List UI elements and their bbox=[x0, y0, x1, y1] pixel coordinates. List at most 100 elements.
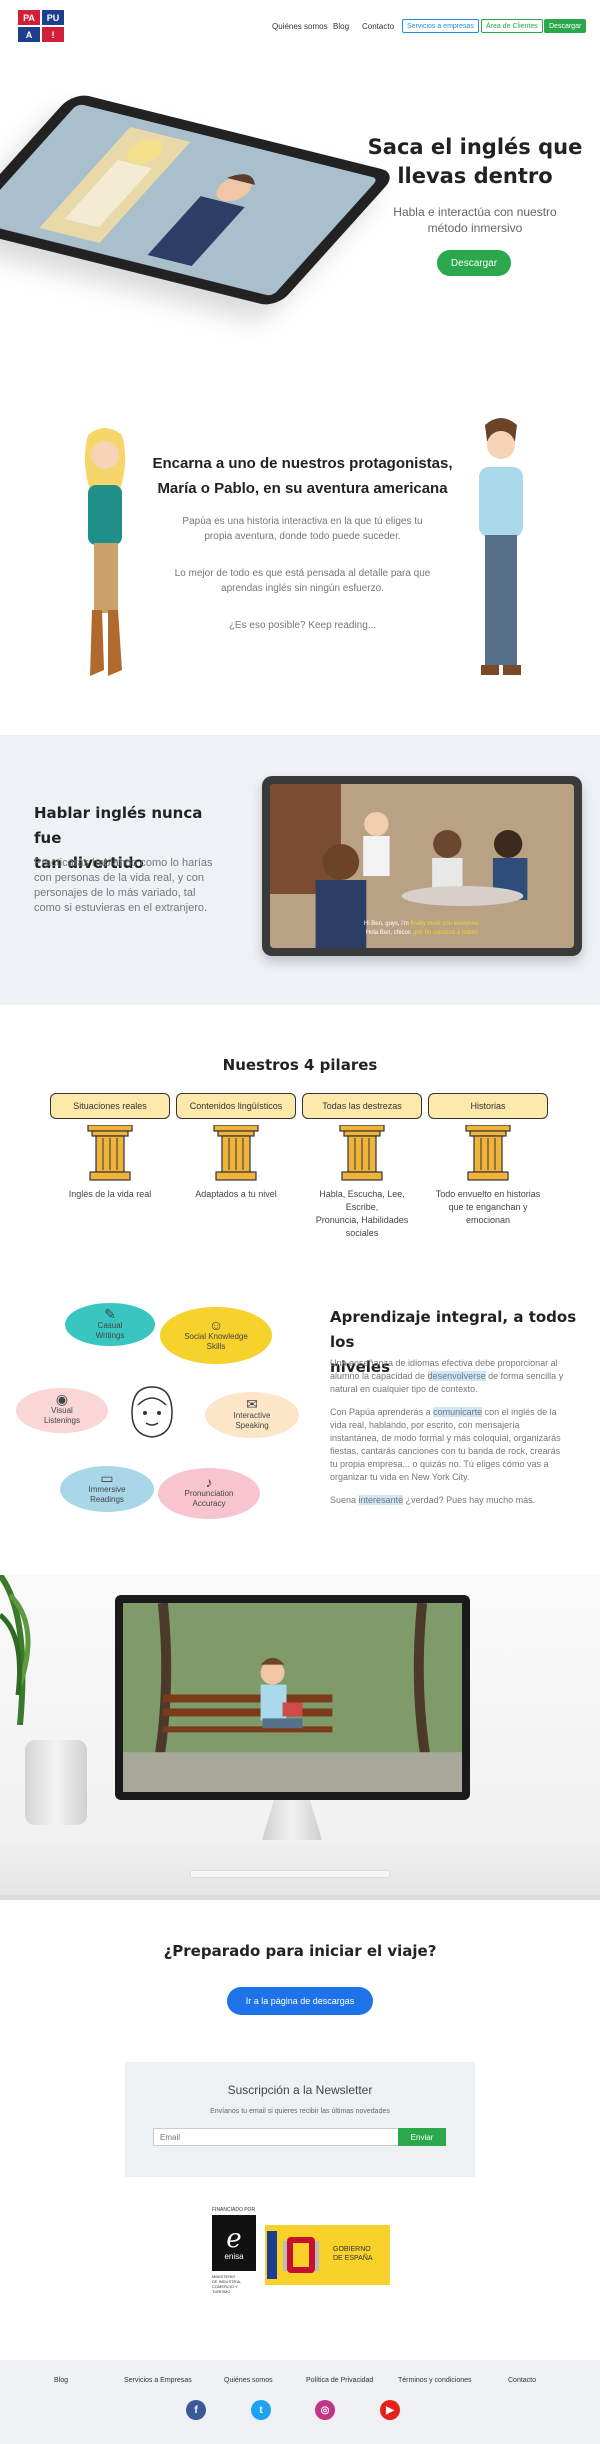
hero-subtitle-line: Habla e interactúa con nuestro bbox=[393, 205, 557, 219]
skill-bubble: ☺ Social Knowledge Skills bbox=[160, 1307, 272, 1365]
logo[interactable]: PA PU A ! bbox=[18, 10, 66, 42]
hero-title-line: Saca el inglés que bbox=[367, 135, 583, 159]
pillar-card[interactable]: Contenidos lingüísticos bbox=[176, 1093, 296, 1119]
fun-line: Practicarás hablando como lo harías bbox=[34, 857, 213, 869]
pillar-caption: Inglés de la vida real bbox=[50, 1188, 170, 1201]
pillar-caption: Adaptados a tu nivel bbox=[176, 1188, 296, 1201]
descargar-nav-button[interactable]: Descargar bbox=[544, 19, 587, 33]
pillar-card[interactable]: Todas las destrezas bbox=[302, 1093, 422, 1119]
integral-title: Aprendizaje integral, a todos los nivele… bbox=[330, 1305, 580, 1380]
column-icon bbox=[213, 1125, 259, 1181]
hero-subtitle: Habla e interactúa con nuestro método in… bbox=[370, 204, 580, 236]
story-keep-reading: ¿Es eso posible? Keep reading... bbox=[228, 620, 377, 631]
skill-bubble-label: Skills bbox=[206, 1341, 226, 1351]
integral-text: alumno la capacidad de bbox=[330, 1371, 426, 1381]
logo-block: ! bbox=[42, 27, 64, 42]
monitor-image bbox=[115, 1595, 470, 1800]
writing-icon: ✎ bbox=[104, 1305, 116, 1322]
integral-line: tu propia empresa... o quizás no. Tú eli… bbox=[330, 1459, 549, 1469]
desk-surface bbox=[0, 1895, 600, 1900]
skill-bubble: ◉ Visual Listenings bbox=[16, 1388, 108, 1433]
subtitle-highlight: finally meet you everyone. bbox=[410, 921, 481, 927]
hero-tablet-image bbox=[0, 92, 398, 308]
fun-title: Hablar inglés nunca fue tan divertido bbox=[34, 801, 234, 876]
newsletter-submit-button[interactable]: Enviar bbox=[398, 2128, 446, 2146]
pillar-caption-line: sociales bbox=[345, 1228, 379, 1238]
enisa-ministry-line: MINISTERIO bbox=[212, 2274, 236, 2279]
fun-line: personajes de lo más variado, tal bbox=[34, 887, 196, 899]
skill-bubble-label: Speaking bbox=[235, 1420, 269, 1430]
skill-bubble-label: Social Knowledge bbox=[184, 1331, 248, 1341]
column-icon bbox=[87, 1125, 133, 1181]
integral-highlight: desenvolverse bbox=[427, 1371, 486, 1381]
fun-line: como si estuvieras en el extranjero. bbox=[34, 902, 208, 914]
pillar-caption: Todo envuelto en historias que te enganch… bbox=[428, 1188, 548, 1227]
newsletter-box bbox=[125, 2062, 475, 2177]
pillar-caption-line: emocionan bbox=[465, 1215, 511, 1225]
skill-bubble: ▭ Immersive Readings bbox=[60, 1466, 154, 1512]
skill-bubble-label: Casual bbox=[97, 1320, 123, 1330]
plant-image bbox=[0, 1575, 31, 1725]
skill-bubble-label: Pronunciation bbox=[184, 1489, 234, 1499]
email-input[interactable] bbox=[153, 2128, 403, 2146]
integral-line: natural en cualquier tipo de contexto. bbox=[330, 1384, 478, 1394]
hero-title-line: llevas dentro bbox=[397, 164, 553, 188]
area-clientes-button[interactable]: Área de Clientes bbox=[481, 19, 543, 33]
enisa-ministry-line: TURISMO bbox=[212, 2289, 231, 2294]
subtitle-text: Hola Ben, chicos bbox=[365, 930, 411, 936]
integral-highlight: interesante bbox=[358, 1495, 404, 1505]
column-icon bbox=[465, 1125, 511, 1181]
skill-bubble: ✎ Casual Writings bbox=[65, 1303, 155, 1347]
pillar-caption: Habla, Escucha, Lee, Escribe, Pronuncia, … bbox=[302, 1188, 422, 1240]
enisa-e-icon: e bbox=[226, 2223, 242, 2254]
pillar-caption-line: Inglés de la vida real bbox=[68, 1189, 152, 1199]
speech-icon: ✉ bbox=[246, 1395, 258, 1412]
newsletter-subtitle: Envíanos tu email si quieres recibir las… bbox=[210, 2108, 390, 2115]
footer-link[interactable]: Términos y condiciones bbox=[398, 2377, 472, 2384]
facebook-icon[interactable]: f bbox=[186, 2400, 206, 2420]
footer-link[interactable]: Quiénes somos bbox=[224, 2377, 273, 2384]
instagram-icon[interactable]: ◎ bbox=[315, 2400, 335, 2420]
nav-link-contacto[interactable]: Contacto bbox=[362, 22, 395, 31]
integral-line: vida real, hablando, por escrito, con me… bbox=[330, 1420, 520, 1430]
speaker-image bbox=[25, 1740, 87, 1825]
ear-icon: ◉ bbox=[55, 1391, 69, 1408]
nav-link-quienes-somos[interactable]: Quiénes somos bbox=[272, 22, 328, 31]
enisa-name: enisa bbox=[224, 2251, 244, 2261]
integral-line: organizar tu vida en New York City. bbox=[330, 1472, 470, 1482]
skill-bubble-label: Listenings bbox=[43, 1416, 81, 1426]
footer-link[interactable]: Blog bbox=[54, 2377, 69, 2384]
downloads-page-button[interactable]: Ir a la página de descargas bbox=[227, 1987, 373, 2015]
story-title: Encarna a uno de nuestros protagonistas,… bbox=[150, 451, 455, 501]
skill-bubble-label: Writings bbox=[95, 1330, 125, 1340]
story-line: Papúa es una historia interactiva en la … bbox=[182, 516, 423, 527]
pillars-title: Nuestros 4 pilares bbox=[222, 1056, 378, 1074]
spain-coat-of-arms-icon bbox=[283, 2237, 319, 2273]
skill-bubble-label: Readings bbox=[90, 1494, 124, 1504]
nav-link-blog[interactable]: Blog bbox=[333, 22, 350, 31]
gobierno-line: GOBIERNO bbox=[333, 2246, 371, 2253]
integral-title-line: Aprendizaje integral, a todos los bbox=[330, 1308, 577, 1351]
pillar-card[interactable]: Historias bbox=[428, 1093, 548, 1119]
hero-descargar-button[interactable]: Descargar bbox=[437, 250, 511, 276]
footer-link[interactable]: Política de Privacidad bbox=[306, 2377, 374, 2384]
twitter-icon[interactable]: t bbox=[251, 2400, 271, 2420]
youtube-icon[interactable]: ▶ bbox=[380, 2400, 400, 2420]
footer-link[interactable]: Contacto bbox=[508, 2377, 537, 2384]
enisa-ministry-line: DE INDUSTRIA, bbox=[212, 2279, 242, 2284]
hero-scene-illustration bbox=[0, 103, 379, 297]
pillar-caption-line: Todo envuelto en historias bbox=[435, 1189, 541, 1199]
integral-text: ¿verdad? Pues hay mucho más. bbox=[405, 1495, 536, 1505]
fun-line: con personas de la vida real, y con bbox=[34, 872, 204, 884]
cafe-scene: Hi Ben, guys, i'm finally meet you every… bbox=[270, 784, 574, 948]
integral-text: de forma sencilla y bbox=[488, 1371, 564, 1381]
park-scene bbox=[123, 1603, 462, 1792]
footer-link[interactable]: Servicios a Empresas bbox=[124, 2377, 192, 2384]
pillar-card[interactable]: Situaciones reales bbox=[50, 1093, 170, 1119]
keyboard-image bbox=[190, 1870, 390, 1878]
fun-paragraph: Practicarás hablando como lo harías con … bbox=[34, 856, 224, 916]
story-line: propia aventura, donde todo puede sucede… bbox=[204, 531, 401, 542]
servicios-empresas-button[interactable]: Servicios a empresas bbox=[402, 19, 479, 33]
logo-block: PU bbox=[42, 10, 64, 25]
video-subtitle: Hi Ben, guys, i'm finally meet you every… bbox=[270, 920, 574, 938]
